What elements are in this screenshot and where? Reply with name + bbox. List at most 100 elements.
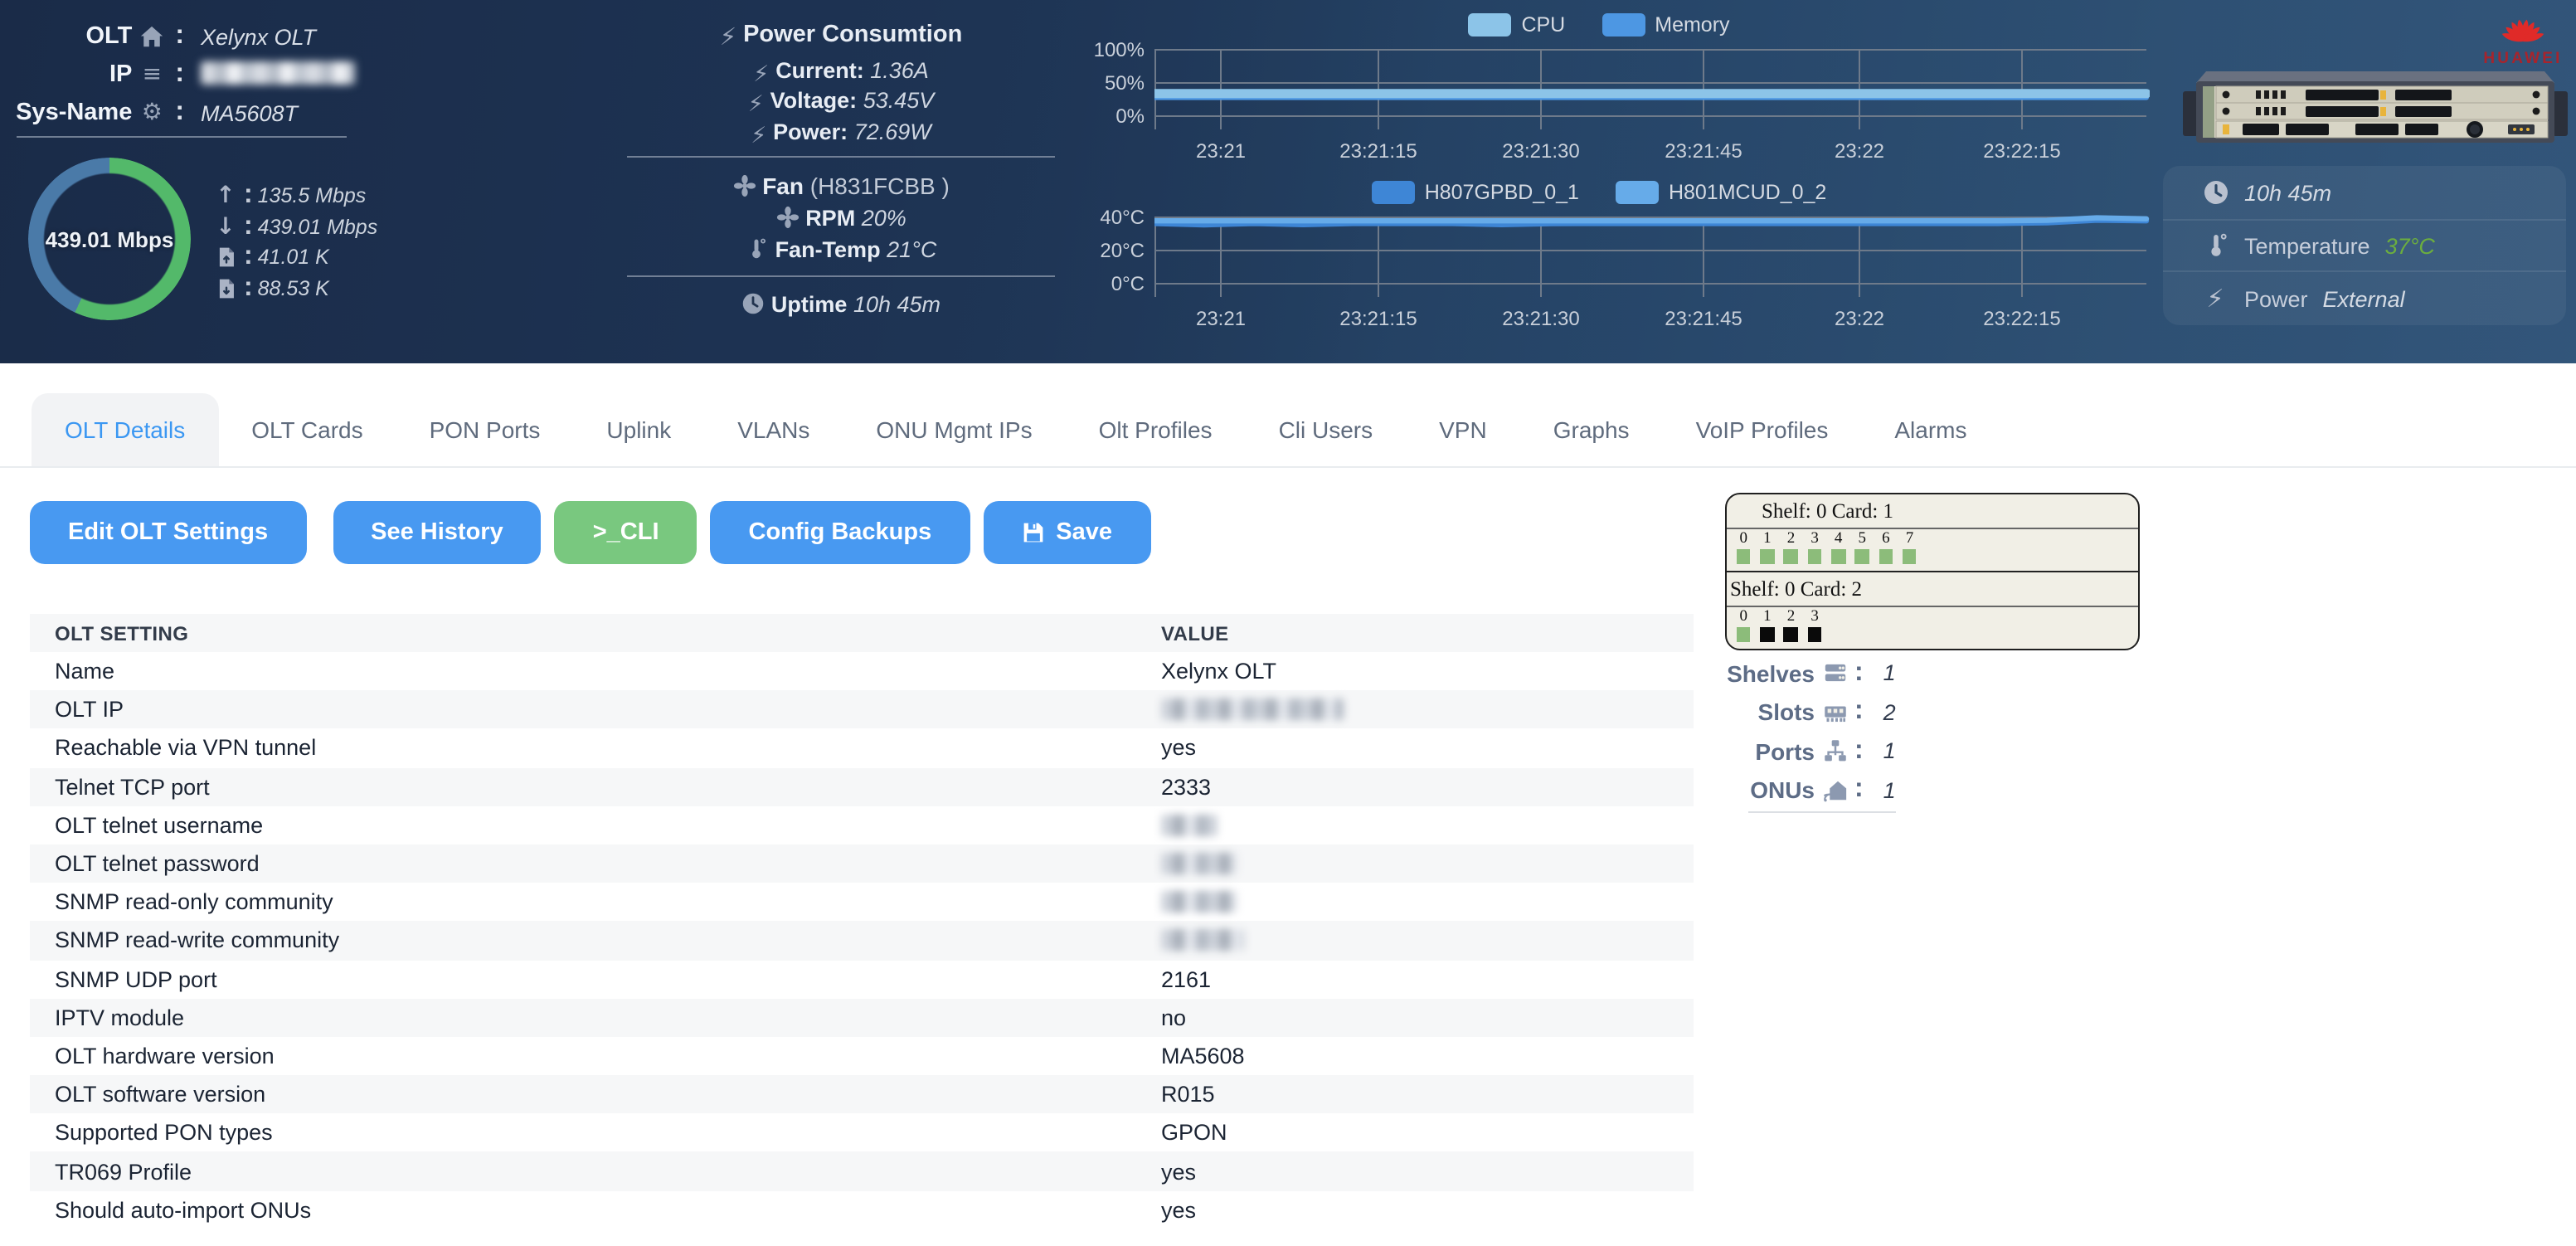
x-axis-tick: 23:21:45 [1665,307,1742,330]
stat-label: ONUs [1750,776,1815,804]
packets-down-row: : 88.53 K [212,273,411,304]
shelf-card-title: Shelf: 0 Card: 1 [1727,494,2138,529]
x-axis-tick: 23:22 [1834,307,1885,330]
colon: : [175,98,184,126]
legend-item: H801MCUD_0_2 [1615,181,1826,204]
header-charts: CPU Memory 100% 50% 0% 23:21 23:21:15 23:21:30 2… [1058,0,2170,363]
table-row: IPTV module no [30,998,1694,1037]
legend-item: CPU [1468,13,1565,37]
setting-value: R015 [1161,1082,1215,1107]
tab-uplink[interactable]: Uplink [606,416,672,443]
stat-value: 2 [1883,699,1896,725]
setting-value [1161,891,1237,913]
tab-voip-profiles[interactable]: VoIP Profiles [1695,416,1829,443]
legend-swatch [1468,13,1512,37]
stat-row-ports: Ports:1 [1725,732,1941,771]
colon: : [244,242,253,271]
divider [1748,811,1896,813]
chart-legend: CPU Memory [1101,13,2097,37]
x-axis-tick: 23:21 [1195,139,1247,163]
tab-vlans[interactable]: VLANs [737,416,810,443]
throughput-gauge: 439.01 Mbps [28,158,191,320]
setting-name: OLT hardware version [55,1043,275,1068]
huawei-wordmark: HUAWEI [2483,50,2563,68]
series-H801MCUD_0_2 [1154,215,2150,224]
save-label: Save [1056,519,1112,546]
tab-onu-mgmt-ips[interactable]: ONU Mgmt IPs [876,416,1033,443]
gauge-value: 439.01 Mbps [45,226,174,251]
setting-name: SNMP read-only community [55,889,333,915]
current-row: ⚡ Current: 1.36A [627,58,1055,88]
masked-text [1161,814,1218,836]
port-6: 6 [1874,531,1898,563]
setting-value [1161,814,1218,836]
port-1: 1 [1756,609,1780,641]
chart-plot-area [1154,49,2150,129]
setting-value: GPON [1161,1120,1227,1146]
uptime-value: 10h 45m [853,292,941,317]
table-row: Reachable via VPN tunnel yes [30,729,1694,767]
device-uptime-value: 10h 45m [2244,180,2332,205]
tab-olt-profiles[interactable]: Olt Profiles [1098,416,1213,443]
stat-value: 1 [1883,660,1896,686]
legend-item: Memory [1601,13,1730,37]
clock-icon [741,292,765,320]
tab-olt-details[interactable]: OLT Details [32,393,219,465]
setting-name: IPTV module [55,1005,185,1030]
voltage-row: ⚡ Voltage: 53.45V [627,88,1055,118]
port-number: 2 [1786,531,1796,548]
port-1: 1 [1756,531,1780,563]
traffic-stats: ↑ : 135.5 Mbps ↓ : 439.01 Mbps : 41.01 K… [212,181,411,304]
fan-temp-row: Fan-Temp 21°C [627,237,1055,265]
edit-olt-settings-button[interactable]: Edit OLT Settings [30,501,307,564]
port-2: 2 [1779,609,1803,641]
save-button[interactable]: Save [983,501,1150,564]
tab-cli-users[interactable]: Cli Users [1278,416,1373,443]
port-3: 3 [1803,531,1827,563]
config-backups-button[interactable]: Config Backups [710,501,970,564]
device-power-row: ⚡ Power External [2163,272,2566,325]
setting-name: TR069 Profile [55,1159,192,1185]
table-row: TR069 Profile yes [30,1151,1694,1191]
sys-name-value: MA5608T [201,100,299,125]
port-2: 2 [1779,531,1803,563]
divider [17,136,347,138]
tab-vpn[interactable]: VPN [1439,416,1487,443]
y-axis-tick: 100% [1093,38,1145,61]
stat-row-shelves: Shelves:1 [1725,654,1941,693]
port-3: 3 [1803,609,1827,641]
setting-value: no [1161,1005,1187,1030]
cli-button[interactable]: >_CLI [554,501,697,564]
packets-up-value: 41.01 K [257,246,329,270]
port-number: 6 [1882,531,1890,548]
x-axis-tick: 23:21:15 [1339,139,1417,163]
port-status-up-indicator [1760,549,1775,563]
masked-text [1161,853,1237,875]
see-history-button[interactable]: See History [333,501,542,564]
tab-pon-ports[interactable]: PON Ports [429,416,541,443]
setting-name: OLT software version [55,1082,266,1107]
device-temperature-label: Temperature [2244,233,2370,258]
setting-name: Should auto-import ONUs [55,1197,312,1223]
stat-value: 1 [1883,738,1896,764]
fan-icon [732,174,756,202]
olt-label: OLT [85,23,133,50]
tab-olt-cards[interactable]: OLT Cards [251,416,363,443]
table-row: Name Xelynx OLT [30,652,1694,690]
tab-graphs[interactable]: Graphs [1553,416,1630,443]
port-status-up-indicator [1807,549,1822,563]
masked-text [201,61,355,85]
x-axis-tick: 23:22:15 [1983,139,2061,163]
fan-rpm-row: RPM 20% [627,206,1055,234]
tab-alarms[interactable]: Alarms [1894,416,1967,443]
device-info-panel: 10h 45m Temperature 37°C ⚡ Power Externa… [2163,166,2566,325]
port-status-down-indicator [1760,627,1775,641]
ip-label: IP [109,61,133,88]
current-label: Current: [775,58,864,83]
legend-swatch [1371,181,1415,204]
colon: : [175,60,184,88]
olt-ip-row: IP ≡ : [0,60,362,90]
y-axis-tick: 40°C [1100,206,1145,229]
